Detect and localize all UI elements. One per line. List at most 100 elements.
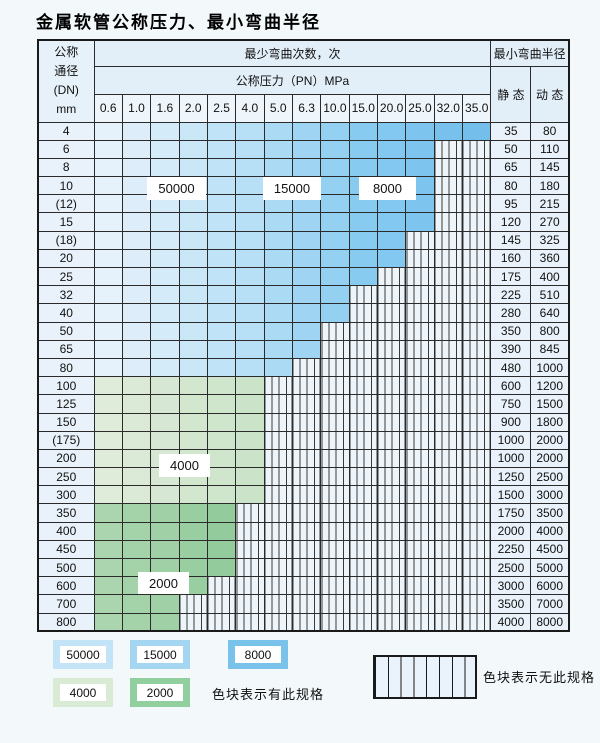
no-spec-cell (178, 612, 208, 632)
no-spec-cell (263, 376, 293, 396)
dn-cell: 350 (37, 503, 95, 523)
static-radius-value: 390 (490, 339, 532, 359)
spec-cell (263, 266, 293, 287)
static-radius-value: 1000 (490, 430, 532, 450)
no-spec-cell (405, 503, 435, 523)
no-spec-cell (433, 248, 463, 269)
spec-cell (93, 430, 123, 450)
table-row-dn-250: 250 1250 2500 (37, 467, 570, 487)
spec-cell (121, 157, 152, 178)
dynamic-radius-value: 1800 (530, 412, 570, 432)
spec-cell (121, 194, 152, 214)
spec-cell (348, 212, 378, 232)
static-radius-value: 2500 (490, 557, 532, 578)
spec-cell (178, 357, 208, 378)
table-row-dn-600: 600 3000 6000 (37, 576, 570, 596)
no-spec-cell (348, 285, 378, 305)
dn-cell: 800 (37, 612, 95, 632)
static-radius-value: 480 (490, 357, 532, 378)
legend-chip-value: 4000 (60, 684, 106, 701)
spec-cell (206, 521, 237, 541)
spec-cell (150, 394, 180, 414)
spec-cell (121, 248, 152, 269)
no-spec-cell (348, 503, 378, 523)
no-spec-cell (461, 321, 492, 341)
no-spec-cell (405, 266, 435, 287)
spec-cell (263, 230, 293, 250)
spec-cell (150, 230, 180, 250)
no-spec-cell (405, 339, 435, 359)
dn-cell: 15 (37, 212, 95, 232)
spec-cell (263, 285, 293, 305)
no-spec-cell (320, 357, 350, 378)
dynamic-radius-value: 1500 (530, 394, 570, 414)
spec-cell (121, 394, 152, 414)
cycle-count-label-4000: 4000 (159, 454, 210, 477)
spec-cell (178, 412, 208, 432)
dn-header-line: 公称 (54, 45, 79, 60)
no-spec-cell (433, 448, 463, 469)
spec-cell (291, 139, 322, 159)
no-spec-cell (405, 612, 435, 632)
dynamic-radius-value: 1000 (530, 357, 570, 378)
spec-cell (206, 194, 237, 214)
spec-cell (348, 139, 378, 159)
no-spec-cell (206, 576, 237, 596)
spec-cell (376, 139, 407, 159)
spec-cell (121, 212, 152, 232)
spec-cell (150, 212, 180, 232)
no-spec-cell (433, 576, 463, 596)
no-spec-cell (263, 539, 293, 560)
spec-cell (405, 121, 435, 141)
spec-cell (121, 448, 152, 469)
spec-cell (206, 539, 237, 560)
spec-cell (93, 503, 123, 523)
spec-cell (461, 121, 492, 141)
spec-cell (150, 376, 180, 396)
pressure-col-header-6.3: 6.3 (291, 93, 322, 123)
no-spec-cell (291, 357, 322, 378)
no-spec-cell (348, 539, 378, 560)
spec-cell (93, 557, 123, 578)
no-spec-cell (376, 539, 407, 560)
no-spec-cell (461, 212, 492, 232)
table-row-dn-65: 65 390 845 (37, 339, 570, 359)
no-spec-cell (433, 139, 463, 159)
spec-cell (150, 430, 180, 450)
spec-cell (121, 357, 152, 378)
spec-cell (235, 157, 265, 178)
static-radius-value: 900 (490, 412, 532, 432)
dn-cell: 700 (37, 594, 95, 614)
spec-cell (235, 412, 265, 432)
spec-cell (121, 285, 152, 305)
page-title: 金属软管公称压力、最小弯曲半径 (36, 13, 321, 33)
no-spec-cell (405, 448, 435, 469)
pressure-col-header-25.0: 25.0 (405, 93, 435, 123)
no-spec-cell (461, 194, 492, 214)
no-spec-cell (348, 612, 378, 632)
spec-cell (93, 412, 123, 432)
spec-cell (121, 539, 152, 560)
static-radius-value: 750 (490, 394, 532, 414)
no-spec-cell (433, 594, 463, 614)
legend-chip-value: 15000 (137, 646, 183, 663)
legend-chip-value: 50000 (60, 646, 106, 663)
table-row-dn-300: 300 1500 3000 (37, 485, 570, 505)
spec-cell (121, 230, 152, 250)
no-spec-cell (461, 157, 492, 178)
no-spec-cell (405, 594, 435, 614)
legend-chip-15000: 15000 (130, 640, 190, 669)
no-spec-cell (433, 285, 463, 305)
legend-chip-value: 8000 (235, 646, 281, 663)
spec-cell (93, 612, 123, 632)
no-spec-cell (320, 376, 350, 396)
no-spec-cell (263, 412, 293, 432)
no-spec-cell (376, 557, 407, 578)
no-spec-cell (206, 594, 237, 614)
legend-no-spec-text: 色块表示无此规格 (483, 670, 596, 685)
no-spec-cell (433, 303, 463, 323)
spec-cell (235, 285, 265, 305)
spec-cell (263, 321, 293, 341)
spec-cell (206, 176, 237, 196)
no-spec-cell (291, 467, 322, 487)
